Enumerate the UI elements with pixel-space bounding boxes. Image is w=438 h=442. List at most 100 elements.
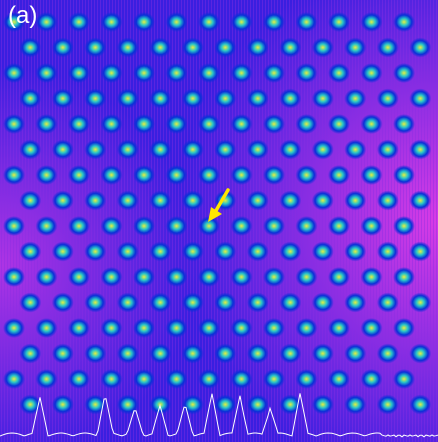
lattice-spot: [100, 267, 123, 287]
lattice-spot: [3, 165, 25, 185]
lattice-spot: [246, 139, 269, 160]
lattice-spot: [214, 241, 237, 262]
lattice-spot: [263, 216, 285, 236]
lattice-spot: [149, 241, 172, 262]
lattice-spot: [360, 369, 383, 389]
lattice-spot: [51, 190, 74, 211]
lattice-spot: [100, 318, 123, 338]
lattice-spot: [376, 292, 399, 313]
lattice-spot: [149, 190, 172, 211]
lattice-spot: [133, 318, 155, 338]
lattice-spot: [360, 12, 383, 32]
lattice-spot: [230, 165, 253, 185]
lattice-spot: [84, 139, 107, 160]
lattice-spot: [68, 165, 90, 185]
lattice-spot: [35, 63, 58, 83]
lattice-spot: [344, 292, 367, 313]
lattice-spot: [360, 318, 383, 338]
lattice-spot: [51, 343, 74, 364]
lattice-spot: [116, 343, 139, 364]
lattice-spot: [100, 369, 123, 389]
lattice-spot: [328, 165, 350, 185]
lattice-spot: [35, 216, 58, 236]
lattice-spot: [84, 394, 107, 415]
lattice-spot: [181, 394, 204, 415]
lattice-spot: [181, 139, 204, 160]
lattice-spot: [84, 88, 107, 109]
lattice-spot: [344, 139, 367, 160]
lattice-spot: [51, 241, 74, 262]
lattice-spot: [198, 114, 220, 134]
lattice-spot: [279, 139, 302, 160]
lattice-spot: [279, 88, 302, 109]
lattice-spot: [393, 114, 415, 134]
lattice-spot: [279, 394, 302, 415]
lattice-spot: [328, 318, 350, 338]
lattice-spot: [181, 292, 204, 313]
lattice-spot: [165, 63, 188, 83]
lattice-spot: [149, 37, 172, 58]
lattice-spot: [230, 318, 253, 338]
lattice-spot: [393, 369, 415, 389]
lattice-spot: [3, 369, 25, 389]
lattice-spot: [35, 369, 58, 389]
lattice-spot: [344, 394, 367, 415]
lattice-spot: [328, 369, 350, 389]
lattice-spot: [311, 88, 334, 109]
lattice-spot: [19, 394, 42, 415]
lattice-spot: [198, 63, 220, 83]
lattice-spot: [116, 88, 139, 109]
lattice-spot: [165, 165, 188, 185]
lattice-spot: [35, 12, 58, 32]
lattice-spot: [165, 114, 188, 134]
lattice-spot: [295, 318, 318, 338]
lattice-spot: [328, 216, 350, 236]
lattice-spot: [3, 12, 25, 32]
lattice-spot: [279, 343, 302, 364]
lattice-spot: [68, 267, 90, 287]
lattice-spot: [68, 114, 90, 134]
lattice-spot: [133, 165, 155, 185]
lattice-spot: [376, 88, 399, 109]
lattice-spot: [68, 216, 90, 236]
lattice-spot: [3, 318, 25, 338]
lattice-spot: [35, 165, 58, 185]
lattice-spot: [100, 216, 123, 236]
lattice-spot: [51, 394, 74, 415]
lattice-spot: [3, 216, 25, 236]
lattice-spot: [311, 394, 334, 415]
lattice-spot: [295, 165, 318, 185]
lattice-spot: [409, 88, 432, 109]
lattice-spot: [344, 37, 367, 58]
lattice-spot: [311, 37, 334, 58]
spot-lattice: [3, 12, 432, 415]
lattice-spot: [376, 37, 399, 58]
lattice-spot: [295, 369, 318, 389]
lattice-spot: [230, 216, 253, 236]
lattice-spot: [84, 190, 107, 211]
lattice-spot: [360, 216, 383, 236]
lattice-spot: [181, 190, 204, 211]
lattice-spot: [344, 241, 367, 262]
lattice-spot: [149, 292, 172, 313]
lattice-spot: [84, 37, 107, 58]
lattice-spot: [181, 241, 204, 262]
lattice-spot: [116, 139, 139, 160]
lattice-spot: [409, 37, 432, 58]
lattice-spot: [295, 267, 318, 287]
lattice-spot: [84, 292, 107, 313]
lattice-spot: [165, 267, 188, 287]
lattice-spot: [149, 343, 172, 364]
lattice-spot: [35, 267, 58, 287]
lattice-spot: [214, 88, 237, 109]
lattice-spot: [133, 63, 155, 83]
lattice-spot: [35, 318, 58, 338]
lattice-spot: [311, 241, 334, 262]
lattice-spot: [344, 88, 367, 109]
lattice-spot: [198, 165, 220, 185]
lattice-spot: [409, 394, 432, 415]
lattice-spot: [230, 369, 253, 389]
lattice-spot: [295, 216, 318, 236]
lattice-spot: [84, 343, 107, 364]
